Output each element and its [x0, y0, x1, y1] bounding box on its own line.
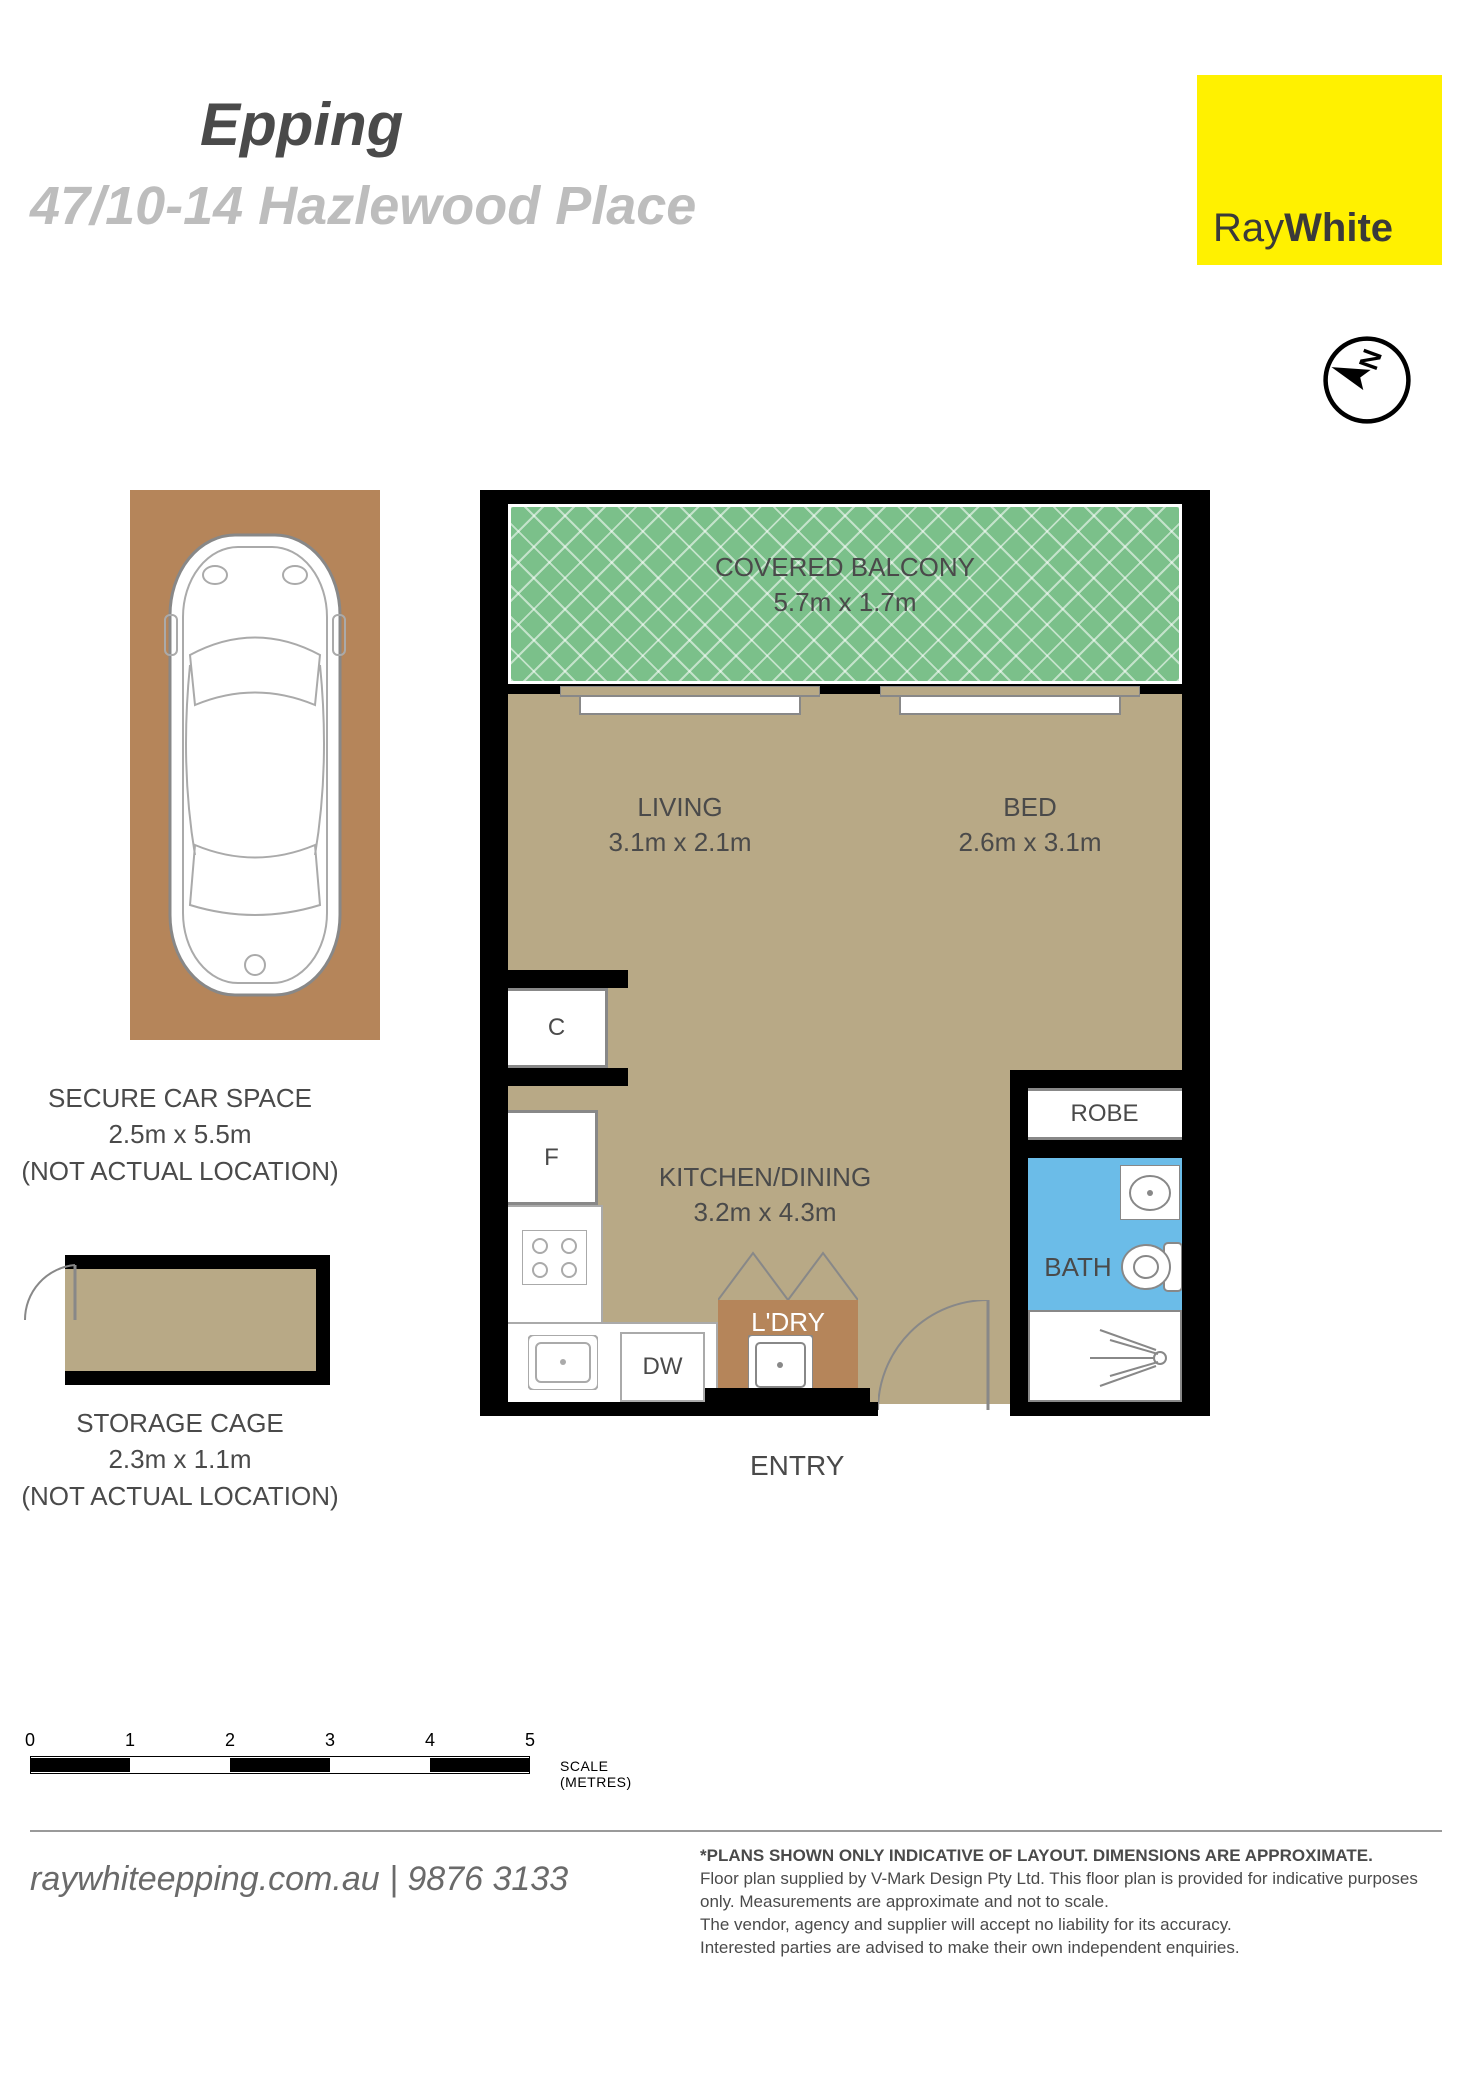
suburb-title: Epping	[200, 90, 403, 159]
storage-dims: 2.3m x 1.1m	[20, 1441, 340, 1477]
kitchen-dims: 3.2m x 4.3m	[600, 1195, 930, 1230]
shower	[1028, 1310, 1182, 1402]
carspace-dims: 2.5m x 5.5m	[20, 1116, 340, 1152]
brand-text: RayWhite	[1213, 206, 1393, 251]
wall-right-lower	[1182, 1113, 1210, 1416]
dishwasher: DW	[620, 1332, 705, 1402]
bed-name: BED	[900, 790, 1160, 825]
carspace-label: SECURE CAR SPACE 2.5m x 5.5m (NOT ACTUAL…	[20, 1080, 340, 1189]
living-name: LIVING	[540, 790, 820, 825]
disclaimer: *PLANS SHOWN ONLY INDICATIVE OF LAYOUT. …	[700, 1845, 1440, 1960]
scale-seg-1	[130, 1758, 230, 1772]
kitchen-name: KITCHEN/DINING	[600, 1160, 930, 1195]
robe: ROBE	[1024, 1088, 1182, 1140]
scale-seg-2	[230, 1758, 330, 1772]
storage-note: (NOT ACTUAL LOCATION)	[20, 1478, 340, 1514]
floorplan: SECURE CAR SPACE 2.5m x 5.5m (NOT ACTUAL…	[0, 490, 1472, 1590]
scale-seg-4	[430, 1758, 530, 1772]
scale-tick-4: 4	[425, 1730, 435, 1751]
carspace-note: (NOT ACTUAL LOCATION)	[20, 1153, 340, 1189]
carspace-title: SECURE CAR SPACE	[20, 1080, 340, 1116]
footer-divider	[30, 1830, 1442, 1832]
window-left	[560, 686, 820, 716]
storage-door-icon	[20, 1260, 80, 1380]
carspace	[130, 490, 380, 1040]
stove-icon	[522, 1230, 587, 1285]
wall-robe-top	[1010, 1070, 1182, 1088]
scale-tick-5: 5	[525, 1730, 535, 1751]
wall-c-top	[508, 970, 628, 988]
storage-cage	[65, 1255, 330, 1385]
bed-dims: 2.6m x 3.1m	[900, 825, 1160, 860]
f-label: F	[544, 1144, 559, 1172]
balcony-dims: 5.7m x 1.7m	[480, 585, 1210, 620]
compass-icon: N	[1322, 335, 1412, 425]
wall-bottom-right	[1020, 1402, 1210, 1416]
balcony-name: COVERED BALCONY	[480, 550, 1210, 585]
wall-robe-bottom	[1010, 1140, 1210, 1158]
bed-label: BED 2.6m x 3.1m	[900, 790, 1160, 860]
fridge-f: F	[508, 1110, 598, 1205]
storage-title: STORAGE CAGE	[20, 1405, 340, 1441]
scale-tick-3: 3	[325, 1730, 335, 1751]
basin-icon	[1120, 1165, 1180, 1220]
bath-label: BATH	[1028, 1250, 1128, 1285]
wall-ldry-bottom	[705, 1388, 870, 1402]
address-line: 47/10-14 Hazlewood Place	[30, 175, 696, 237]
wall-right-upper	[1182, 490, 1210, 1113]
wall-bottom-left	[480, 1402, 878, 1416]
living-dims: 3.1m x 2.1m	[540, 825, 820, 860]
robe-label: ROBE	[1070, 1100, 1138, 1128]
wall-c-bottom	[508, 1068, 628, 1086]
footer-url: raywhiteepping.com.au	[30, 1860, 380, 1898]
scale-tick-0: 0	[25, 1730, 35, 1751]
disclaimer-body: Floor plan supplied by V-Mark Design Pty…	[700, 1868, 1440, 1960]
window-right	[880, 686, 1140, 716]
scale-seg-0	[30, 1758, 130, 1772]
disclaimer-bold: *PLANS SHOWN ONLY INDICATIVE OF LAYOUT. …	[700, 1845, 1440, 1868]
scale-tick-2: 2	[225, 1730, 235, 1751]
storage-label: STORAGE CAGE 2.3m x 1.1m (NOT ACTUAL LOC…	[20, 1405, 340, 1514]
scale-unit: SCALE (METRES)	[560, 1758, 632, 1790]
brand-logo: RayWhite	[1197, 75, 1442, 265]
brand-b: White	[1284, 206, 1393, 250]
living-label: LIVING 3.1m x 2.1m	[540, 790, 820, 860]
footer-phone: 9876 3133	[407, 1860, 568, 1898]
cupboard-c: C	[508, 988, 608, 1068]
footer-contact: raywhiteepping.com.au | 9876 3133	[30, 1860, 568, 1899]
scale-tick-1: 1	[125, 1730, 135, 1751]
laundry-tub-icon	[748, 1335, 813, 1395]
dw-label: DW	[643, 1353, 683, 1381]
toilet-icon	[1120, 1235, 1182, 1300]
ldry-door-icon	[718, 1248, 858, 1300]
main-plan: COVERED BALCONY 5.7m x 1.7m LIVING 3.1m …	[480, 490, 1210, 1450]
sink-icon	[528, 1335, 598, 1390]
shower-icon	[1030, 1312, 1184, 1404]
kitchen-label: KITCHEN/DINING 3.2m x 4.3m	[600, 1160, 930, 1230]
c-label: C	[548, 1014, 565, 1042]
entry-door-icon	[878, 1300, 1018, 1420]
entry-label: ENTRY	[750, 1450, 844, 1482]
wall-left	[480, 490, 508, 1416]
car-icon	[155, 525, 355, 1005]
header: Epping 47/10-14 Hazlewood Place RayWhite	[0, 75, 1472, 275]
brand-a: Ray	[1213, 206, 1284, 250]
wall-top	[480, 490, 1210, 504]
balcony-label: COVERED BALCONY 5.7m x 1.7m	[480, 550, 1210, 620]
footer-divider-char: |	[380, 1860, 408, 1898]
scale-seg-3	[330, 1758, 430, 1772]
